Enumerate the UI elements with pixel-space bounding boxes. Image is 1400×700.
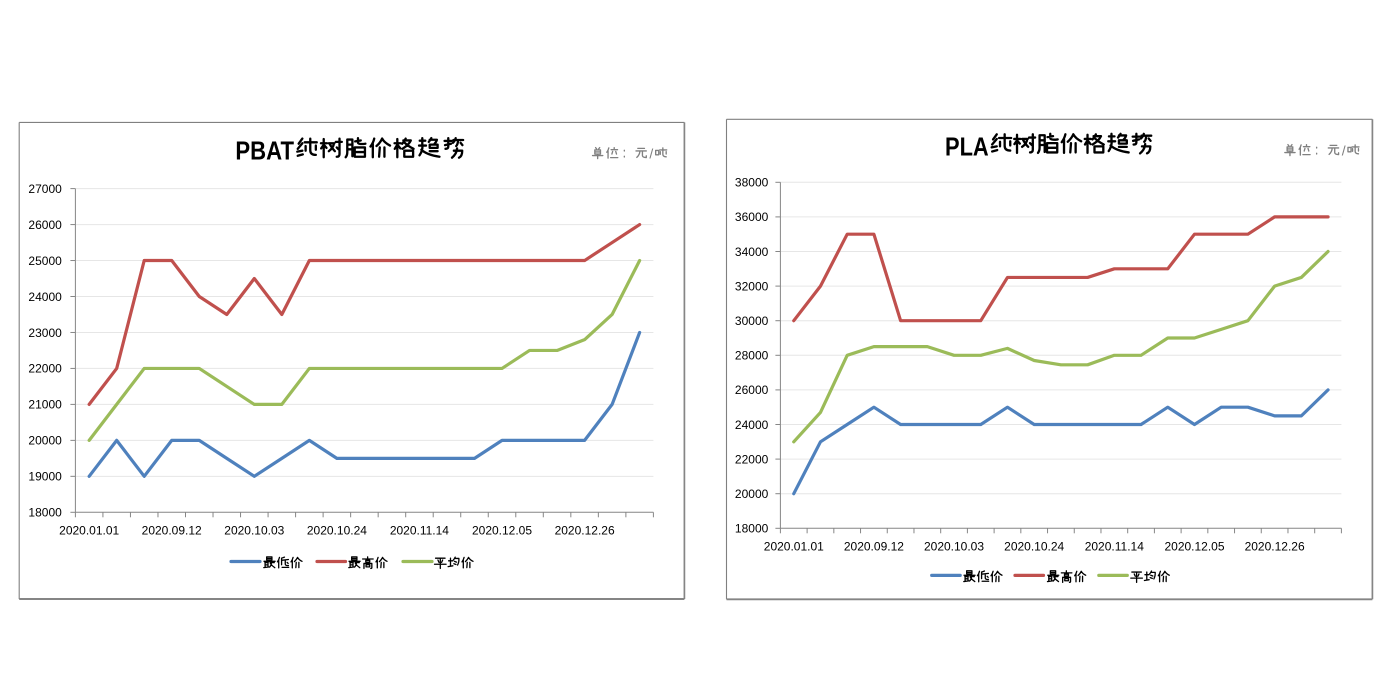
svg-text:2020.10.24: 2020.10.24 — [1004, 540, 1064, 554]
svg-text:2020.12.05: 2020.12.05 — [1164, 540, 1224, 554]
svg-text:2020.09.12: 2020.09.12 — [142, 524, 202, 538]
svg-text:2020.11.14: 2020.11.14 — [1085, 540, 1144, 554]
svg-text:26000: 26000 — [28, 218, 62, 232]
svg-text:2020.10.03: 2020.10.03 — [224, 524, 284, 538]
svg-text:/: / — [1342, 143, 1346, 159]
svg-text:2020.10.03: 2020.10.03 — [924, 540, 984, 554]
svg-text:2020.12.05: 2020.12.05 — [472, 524, 532, 538]
svg-text:2020.01.01: 2020.01.01 — [764, 540, 824, 554]
svg-text:38000: 38000 — [735, 176, 769, 190]
svg-text:27000: 27000 — [28, 182, 62, 196]
svg-text:36000: 36000 — [735, 210, 769, 224]
svg-text:/: / — [649, 146, 653, 162]
svg-text:2020.12.26: 2020.12.26 — [555, 524, 615, 538]
svg-text:30000: 30000 — [735, 314, 769, 328]
svg-text:24000: 24000 — [28, 290, 62, 304]
svg-text:20000: 20000 — [735, 487, 769, 501]
svg-text:22000: 22000 — [28, 362, 62, 376]
svg-text:23000: 23000 — [28, 326, 62, 340]
svg-text:24000: 24000 — [735, 418, 769, 432]
svg-text:2020.01.01: 2020.01.01 — [59, 524, 119, 538]
svg-text:PBAT: PBAT — [235, 136, 294, 166]
svg-text:PLA: PLA — [945, 131, 989, 161]
svg-text:22000: 22000 — [735, 452, 769, 466]
svg-text:2020.09.12: 2020.09.12 — [844, 540, 904, 554]
svg-text:25000: 25000 — [28, 254, 62, 268]
svg-text:18000: 18000 — [735, 522, 769, 536]
svg-text:2020.10.24: 2020.10.24 — [307, 524, 367, 538]
svg-text:2020.12.26: 2020.12.26 — [1245, 540, 1305, 554]
svg-text:19000: 19000 — [28, 470, 62, 484]
svg-text:18000: 18000 — [28, 506, 62, 520]
svg-text:20000: 20000 — [28, 434, 62, 448]
svg-text:28000: 28000 — [735, 349, 769, 363]
svg-text:32000: 32000 — [735, 279, 769, 293]
svg-text:26000: 26000 — [735, 383, 769, 397]
svg-text:21000: 21000 — [28, 398, 62, 412]
svg-text:34000: 34000 — [735, 245, 769, 259]
svg-text:2020.11.14: 2020.11.14 — [390, 524, 449, 538]
